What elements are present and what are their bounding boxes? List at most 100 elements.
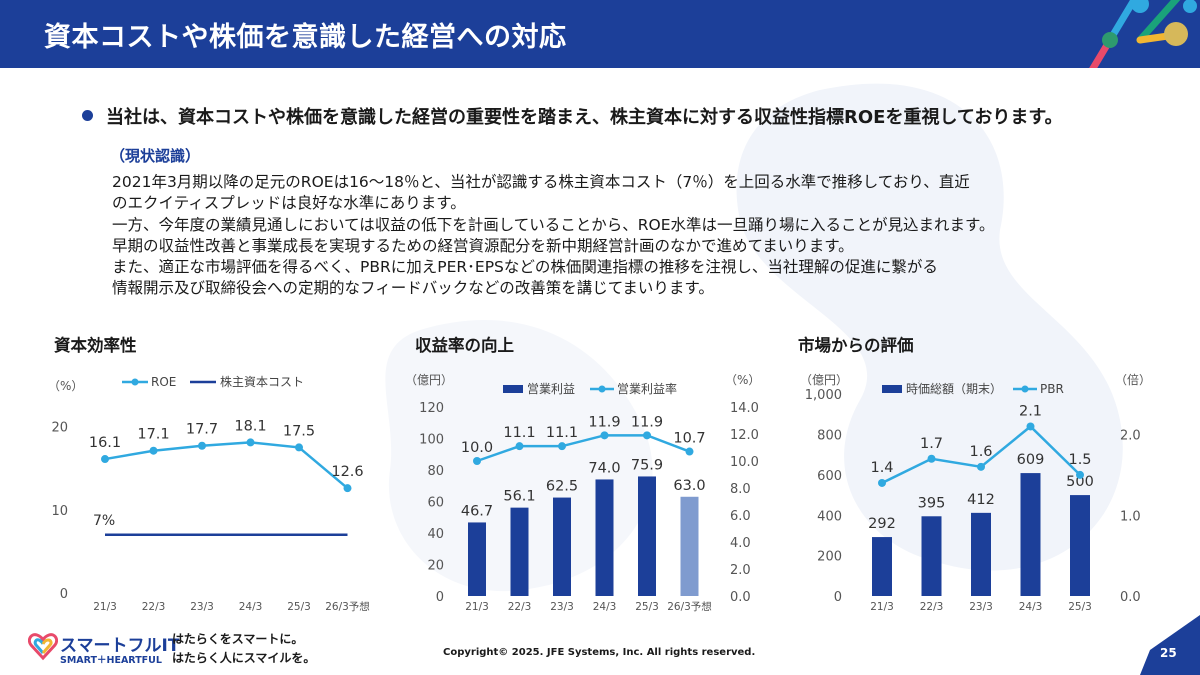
operating-profit-label: 46.7 — [461, 503, 493, 519]
roe-data-label: 16.1 — [89, 435, 121, 451]
operating-profit-label: 56.1 — [503, 489, 535, 505]
bullet-dot — [82, 110, 93, 121]
y-tick-label: 1,000 — [805, 388, 842, 403]
x-tick-label: 23/3 — [550, 601, 574, 613]
margin-data-label: 11.1 — [503, 425, 535, 441]
legend-bar-swatch — [503, 385, 523, 393]
margin-point — [685, 447, 694, 456]
operating-profit-bar — [510, 507, 529, 596]
roe-data-label: 17.5 — [283, 423, 315, 439]
y2-tick-label: 2.0 — [730, 563, 751, 578]
y-tick-label: 20 — [51, 421, 68, 436]
x-tick-label: 26/3予想 — [667, 600, 712, 613]
y-tick-label: 0 — [834, 590, 842, 605]
market-cap-bar — [1070, 495, 1090, 596]
y2-tick-label: 0.0 — [730, 590, 751, 605]
pbr-data-label: 2.1 — [1019, 403, 1042, 419]
legend-cost-label: 株主資本コスト — [220, 374, 304, 389]
legend-bar-label: 時価総額（期末） — [906, 382, 1002, 396]
roe-point — [246, 438, 255, 447]
x-tick-label: 21/3 — [465, 601, 489, 613]
roe-data-label: 12.6 — [331, 464, 363, 480]
legend-line-marker — [598, 385, 606, 393]
roe-data-label: 17.1 — [137, 427, 169, 443]
y-axis-unit: （億円） — [405, 373, 453, 387]
roe-data-label: 18.1 — [234, 418, 266, 434]
y2-tick-label: 6.0 — [730, 509, 751, 524]
body-line: 早期の収益性改善と事業成長を実現するための経営資源配分を新中期経営計画のなかで進… — [112, 236, 854, 255]
operating-profit-bar — [468, 522, 486, 596]
margin-data-label: 10.0 — [461, 440, 493, 456]
body-line: 情報開示及び取締役会への定期的なフィードバックなどの改善策を講じてまいります。 — [112, 279, 714, 298]
brand-logo-text: スマートフルIT — [60, 636, 180, 656]
roe-point — [295, 443, 303, 452]
market-cap-label: 292 — [868, 516, 896, 532]
y-axis-unit: （億円） — [800, 373, 848, 387]
market-cap-bar — [921, 516, 942, 596]
x-tick-label: 21/3 — [93, 601, 117, 613]
tagline-line: はたらくをスマートに。 — [172, 632, 304, 646]
y2-axis-unit: （倍） — [1115, 372, 1151, 387]
y-tick-label: 40 — [427, 527, 444, 542]
market-cap-bar — [872, 537, 892, 596]
y-tick-label: 400 — [817, 509, 842, 524]
page-number-badge — [1140, 615, 1200, 675]
header-bar: 資本コストや株価を意識した経営への対応 — [0, 0, 1200, 68]
y2-tick-label: 10.0 — [730, 455, 759, 470]
legend-line-marker — [1021, 385, 1029, 393]
body-line: また、適正な市場評価を得るべく、PBRに加えPER･EPSなどの株価関連指標の推… — [112, 258, 938, 277]
body-line: 2021年3月期以降の足元のROEは16～18％と、当社が認識する株主資本コスト… — [112, 173, 970, 191]
y-tick-label: 120 — [419, 401, 444, 416]
x-tick-label: 24/3 — [239, 601, 263, 613]
y-tick-label: 0 — [60, 587, 68, 602]
y-tick-label: 600 — [817, 469, 842, 484]
roe-point — [198, 441, 206, 450]
pbr-point — [1076, 470, 1084, 479]
lead-statement: 当社は、資本コストや株価を意識した経営の重要性を踏まえ、株主資本に対する収益性指… — [106, 107, 1063, 128]
margin-data-label: 11.9 — [588, 414, 620, 430]
x-tick-label: 22/3 — [142, 601, 166, 613]
roe-point — [149, 446, 158, 455]
pbr-data-label: 1.7 — [920, 436, 943, 452]
copyright-text: Copyright© 2025. JFE Systems, Inc. All r… — [443, 647, 756, 658]
y2-tick-label: 12.0 — [730, 428, 759, 443]
operating-profit-bar — [638, 476, 656, 596]
margin-point — [643, 431, 651, 440]
y2-tick-label: 0.0 — [1120, 590, 1141, 605]
pbr-point — [1026, 422, 1035, 431]
margin-point — [600, 431, 609, 440]
x-tick-label: 21/3 — [870, 601, 894, 613]
heart-logo-icon — [28, 633, 58, 661]
y-tick-label: 20 — [427, 559, 444, 574]
x-tick-label: 22/3 — [508, 601, 532, 613]
margin-data-label: 11.1 — [546, 425, 578, 441]
margin-data-label: 11.9 — [631, 414, 663, 430]
x-tick-label: 25/3 — [635, 601, 659, 613]
x-tick-label: 24/3 — [593, 601, 617, 613]
tagline: はたらくをスマートに。 はたらく人にスマイルを。 — [172, 630, 315, 668]
market-cap-label: 500 — [1066, 474, 1094, 490]
market-cap-label: 609 — [1017, 452, 1045, 468]
market-cap-label: 412 — [967, 492, 995, 508]
legend-bar-swatch — [882, 385, 902, 393]
margin-series-line — [476, 434, 690, 463]
y2-tick-label: 14.0 — [730, 401, 759, 416]
y-tick-label: 80 — [427, 464, 444, 479]
legend-bar-label: 営業利益 — [527, 382, 575, 396]
pbr-point — [977, 462, 985, 471]
y-tick-label: 100 — [419, 433, 444, 448]
chart-title-capital-efficiency: 資本効率性 — [54, 336, 137, 355]
pbr-data-label: 1.6 — [969, 444, 992, 460]
margin-data-label: 10.7 — [673, 431, 705, 447]
market-cap-bar — [1020, 473, 1041, 596]
pbr-point — [878, 478, 886, 487]
margin-point — [558, 442, 566, 451]
roe-data-label: 17.7 — [186, 422, 218, 438]
roe-point — [343, 484, 352, 493]
x-tick-label: 25/3 — [1068, 601, 1092, 613]
pbr-data-label: 1.5 — [1068, 452, 1091, 468]
x-tick-label: 26/3予想 — [325, 600, 370, 613]
x-tick-label: 22/3 — [920, 601, 944, 613]
y2-tick-label: 1.0 — [1120, 509, 1141, 524]
